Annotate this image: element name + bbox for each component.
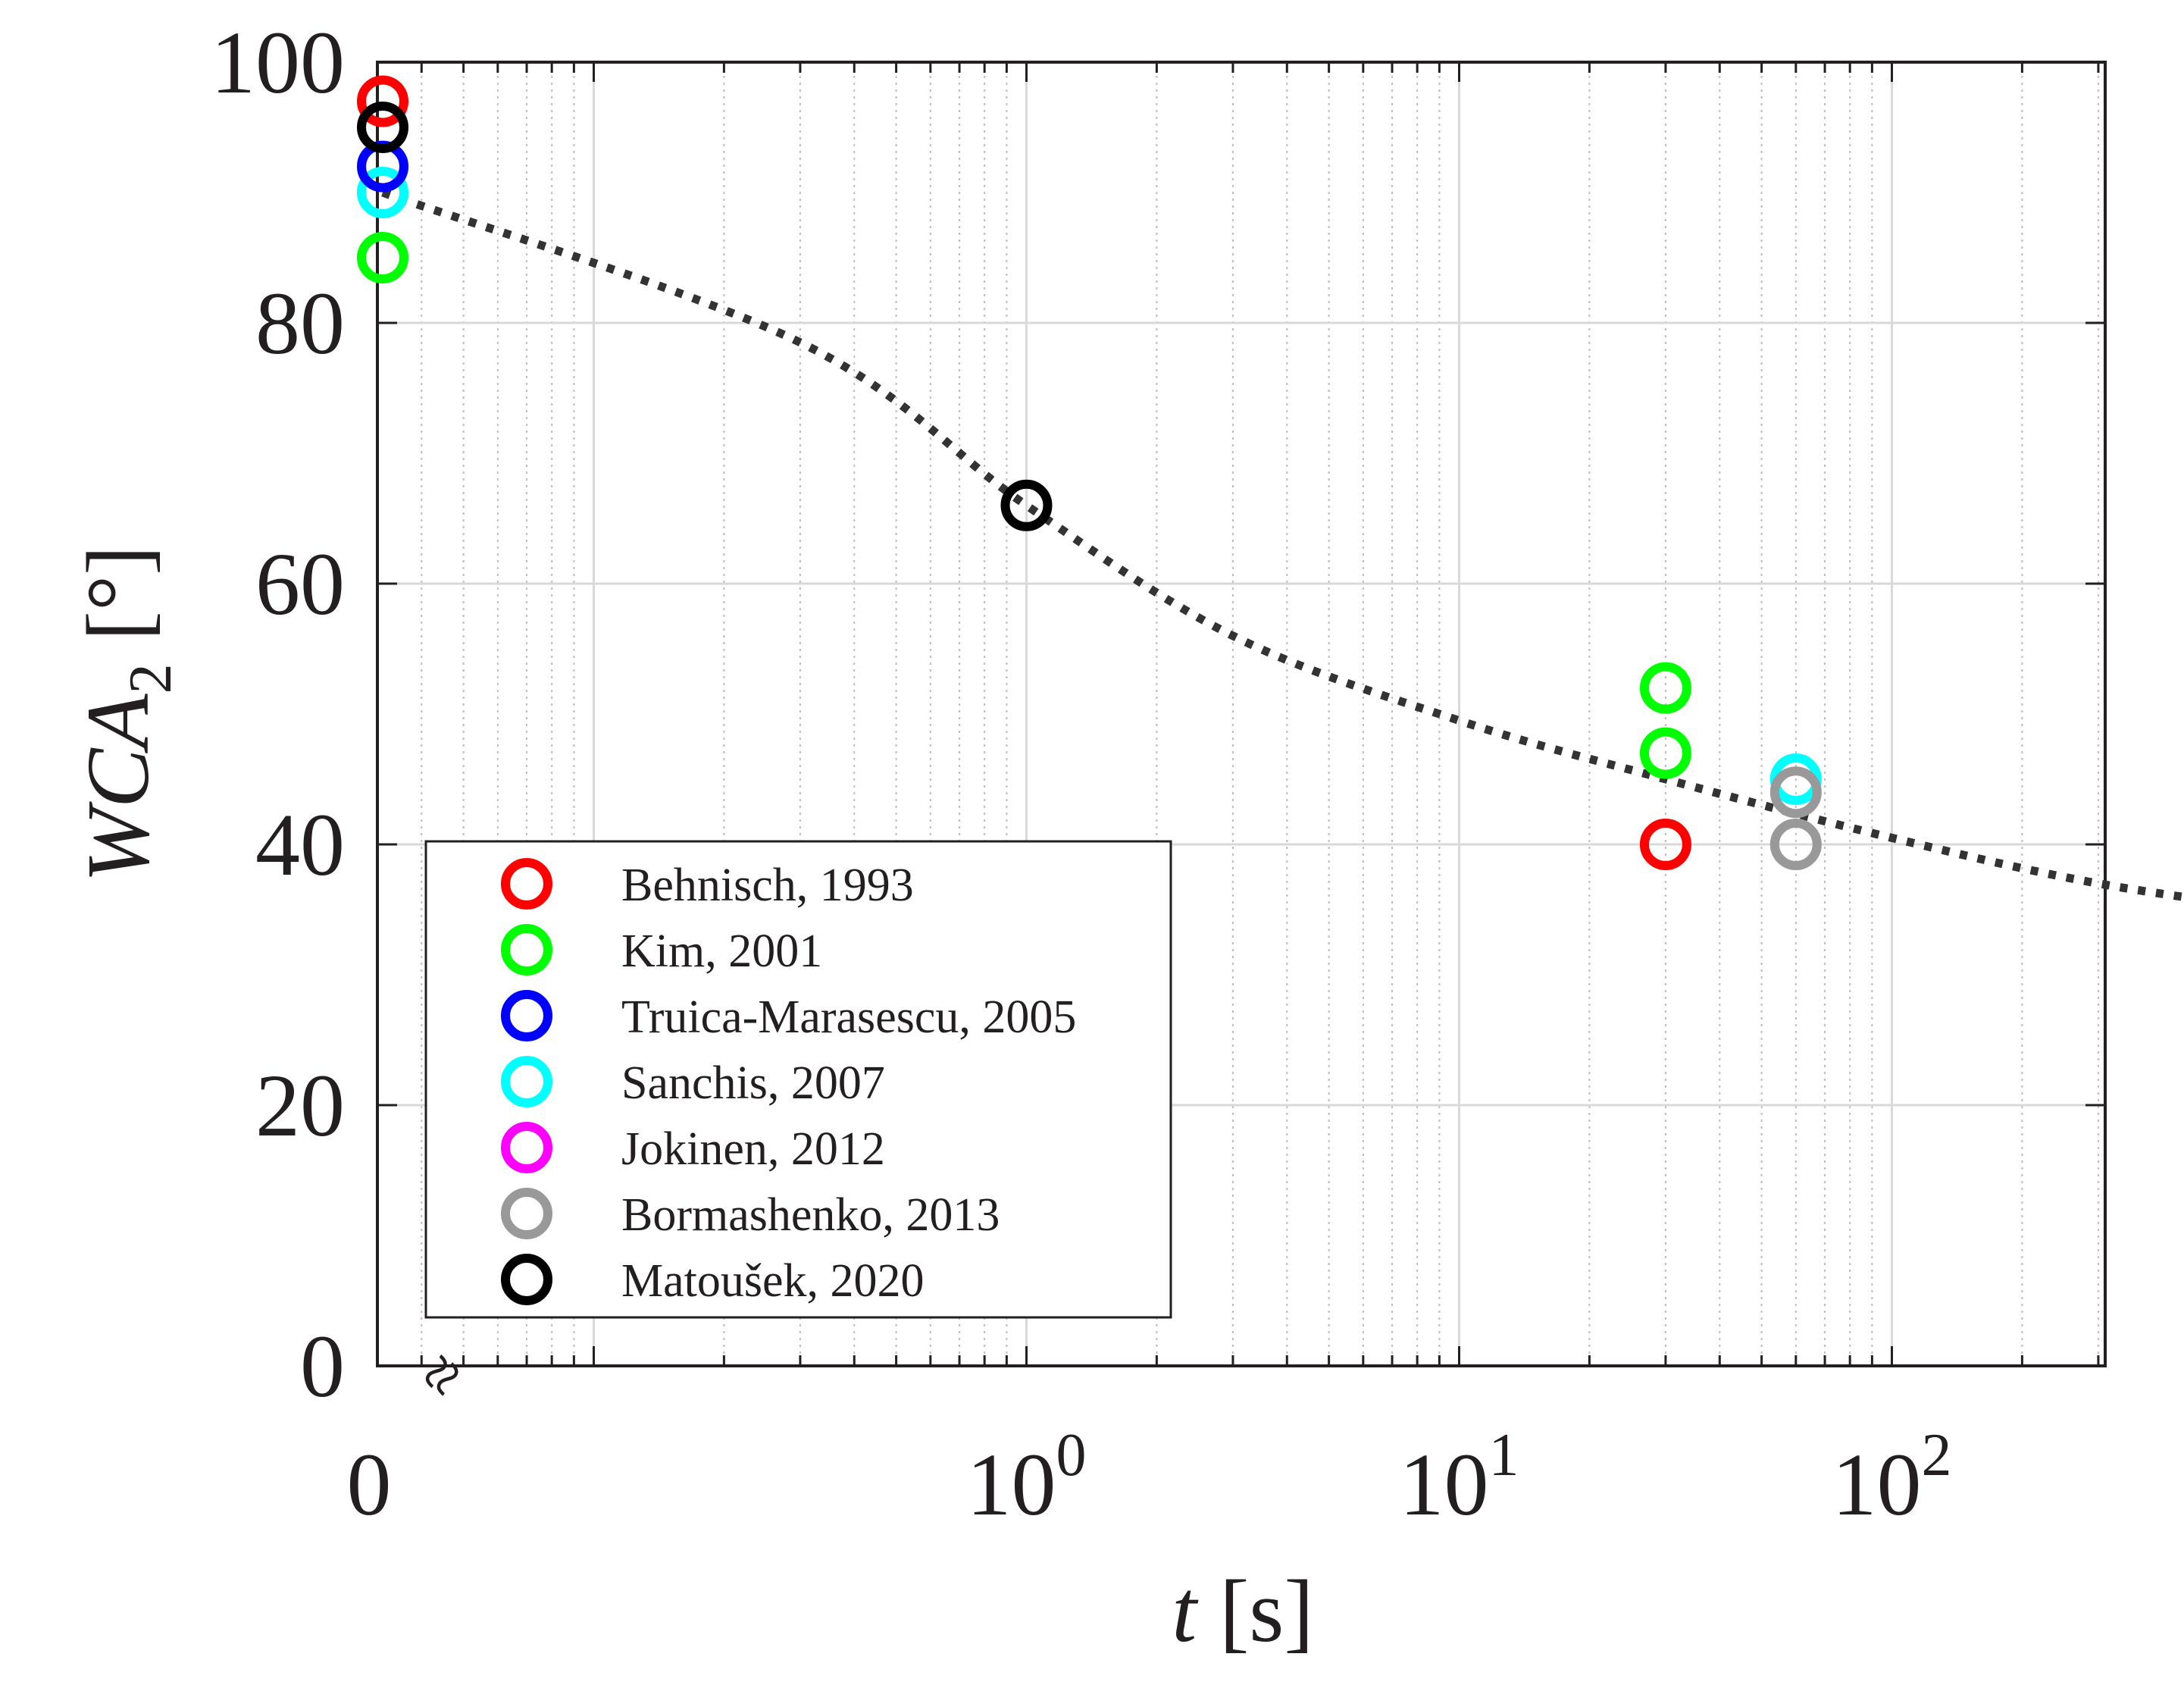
x-axis-label-var: t [1172, 1561, 1199, 1661]
y-tick-label: 0 [300, 1317, 345, 1416]
legend-label: Jokinen, 2012 [621, 1123, 885, 1175]
legend: Behnisch, 1993 Kim, 2001 Truica-Marasescu,… [424, 840, 1172, 1319]
data-point [1769, 766, 1822, 819]
legend-label: Sanchis, 2007 [621, 1057, 885, 1109]
x-tick-label: 100 [967, 1422, 1087, 1534]
x-tick-label: 101 [1400, 1422, 1519, 1534]
y-tick-label: 100 [211, 13, 345, 112]
legend-marker [501, 990, 552, 1041]
data-point [1000, 479, 1053, 531]
x-tick-labels: 0100101102103 [347, 1422, 1952, 1534]
legend-marker [501, 858, 552, 910]
data-point [1639, 727, 1691, 779]
legend-label: Behnisch, 1993 [621, 860, 914, 911]
data-point [1639, 819, 1691, 870]
data-point [357, 232, 408, 283]
legend-label: Matoušek, 2020 [621, 1255, 925, 1307]
legend-label: Truica-Marasescu, 2005 [621, 991, 1076, 1043]
legend-marker [501, 1188, 552, 1239]
axis-ticks [377, 61, 2105, 1367]
legend-label: Bormashenko, 2013 [621, 1189, 1000, 1241]
data-point [1639, 662, 1691, 714]
y-axis-label-unit: [°] [68, 546, 167, 641]
y-axis-label: WCA2 [°] [68, 546, 184, 883]
data-points [357, 75, 1822, 870]
fit-curve [381, 188, 2184, 901]
x-tick-label-exponent: 1 [1489, 1422, 1519, 1489]
y-tick-label: 20 [255, 1056, 345, 1155]
x-axis-label: t [s] [1172, 1561, 1313, 1661]
plot-frame [376, 61, 2107, 1367]
x-tick-label: 0 [347, 1435, 392, 1534]
y-tick-labels: 0 20 40 60 80 100 [211, 13, 345, 1416]
y-tick-label: 80 [255, 274, 345, 373]
x-tick-label-base: 0 [347, 1435, 392, 1534]
legend-label: Kim, 2001 [621, 925, 822, 977]
data-point [1769, 819, 1822, 870]
data-point [357, 75, 408, 127]
legend-marker [501, 1254, 552, 1305]
x-tick-label-exponent: 0 [1056, 1422, 1087, 1489]
y-tick-label: 40 [255, 795, 345, 894]
y-axis-label-sub: 2 [117, 663, 184, 694]
x-axis-label-unit: [s] [1219, 1561, 1314, 1661]
x-tick-label-base: 10 [1400, 1435, 1489, 1534]
y-tick-label: 60 [255, 534, 345, 634]
axis-break-symbol: ≈ [401, 1339, 483, 1412]
legend-marker [501, 1056, 552, 1107]
x-tick-label-base: 10 [1832, 1435, 1922, 1534]
legend-marker [501, 924, 552, 976]
data-point [357, 102, 408, 153]
legend-marker [501, 1122, 552, 1173]
x-tick-label-exponent: 2 [1922, 1422, 1952, 1489]
x-tick-label-base: 10 [967, 1435, 1056, 1534]
y-axis-label-var: WCA [68, 693, 167, 882]
data-point [357, 167, 408, 218]
x-tick-label: 102 [1832, 1422, 1952, 1534]
legend-entries: Behnisch, 1993 Kim, 2001 Truica-Marasescu,… [501, 858, 1076, 1307]
